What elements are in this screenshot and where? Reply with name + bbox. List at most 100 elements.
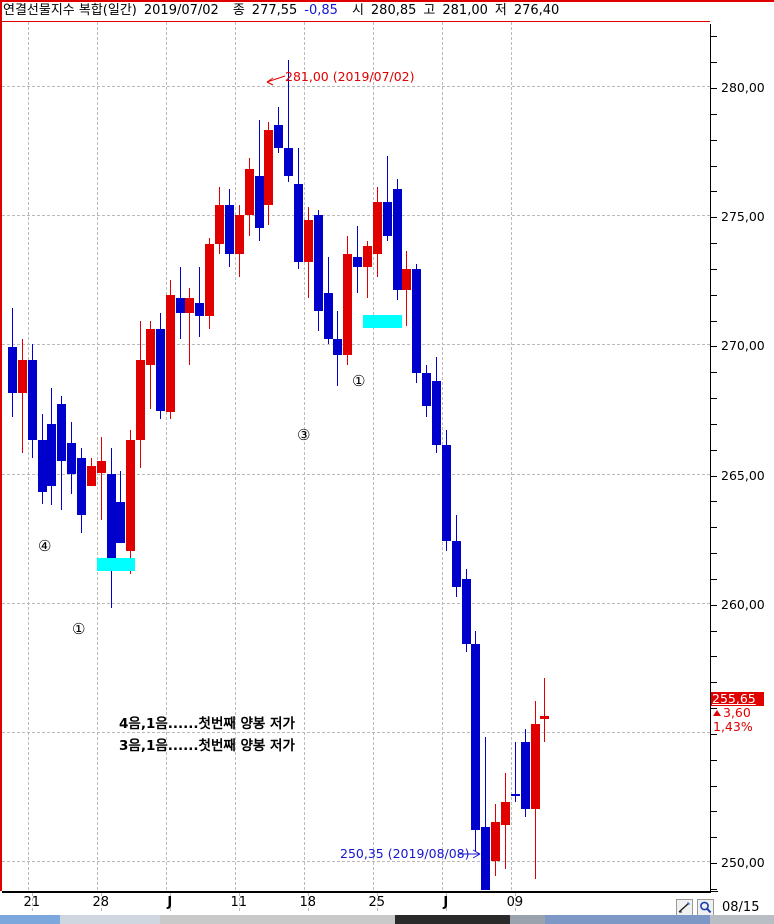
- memo-line-2: 3음,1음......첫번째 양봉 저가: [119, 738, 295, 754]
- candle-body: [116, 501, 126, 544]
- price-axis-label: 275,00: [721, 209, 765, 225]
- current-price-tag: 255,65 3,60 1,43%: [711, 692, 764, 734]
- highlight-band: [362, 315, 402, 329]
- candle-body: [431, 380, 441, 446]
- candle-body: [205, 243, 215, 316]
- price-axis[interactable]: 280,00 275,00 270,00 265,00 260,00 250,00 255…: [710, 0, 774, 893]
- candle-wick: [199, 266, 200, 337]
- horizontal-gridline: [2, 344, 710, 346]
- chart-header: 연결선물지수 복합(일간) 2019/07/02 종 277,55 -0,85 시 280,…: [3, 2, 559, 20]
- price-tick: [710, 424, 717, 425]
- date-axis-label: J: [443, 895, 449, 910]
- candle-body: [175, 297, 185, 314]
- header-date: 2019/07/02: [143, 3, 219, 18]
- price-tick: [710, 553, 717, 554]
- high-value: 281,00: [442, 3, 488, 18]
- price-axis-label: 250,00: [721, 855, 765, 870]
- date-axis[interactable]: 21 28 J 11 18 25 J 09: [0, 893, 774, 915]
- candle-wick: [387, 155, 388, 241]
- candle-body: [86, 465, 96, 487]
- date-tick: [445, 893, 447, 911]
- candle-body: [382, 202, 392, 236]
- taskbar-segment: [395, 915, 510, 924]
- candle-body: [402, 269, 412, 291]
- candle-body: [530, 724, 540, 810]
- candle-body: [441, 445, 451, 541]
- price-tick: [710, 527, 717, 528]
- high-marker-arrow: [266, 75, 286, 86]
- taskbar-segment: [60, 915, 160, 924]
- candle-body: [303, 220, 313, 262]
- candle-wick: [544, 677, 545, 743]
- price-tick: [710, 269, 717, 270]
- date-tick: [514, 893, 516, 911]
- candle-body: [215, 204, 225, 244]
- low-value: 276,40: [513, 3, 560, 18]
- circle-marker-3: ③: [297, 426, 311, 444]
- price-tick: [710, 811, 717, 812]
- price-tick: [710, 140, 717, 141]
- up-triangle-icon: [713, 710, 721, 716]
- draw-tool-button[interactable]: [676, 899, 693, 916]
- candle-body: [146, 328, 156, 365]
- price-tick: [710, 631, 717, 632]
- candle-body: [96, 460, 106, 474]
- candle-body: [234, 215, 244, 254]
- low-label: 저: [494, 3, 507, 18]
- zoom-tool-button[interactable]: [697, 899, 714, 916]
- candle-wick: [485, 737, 486, 890]
- candle-body: [323, 292, 333, 340]
- candle-body: [491, 822, 501, 861]
- candle-body: [126, 439, 136, 551]
- candle-body: [293, 184, 303, 262]
- candle-body: [313, 215, 323, 311]
- taskbar-segment: [510, 915, 545, 924]
- candle-body: [333, 339, 343, 355]
- candle-body: [422, 372, 432, 407]
- candle-body: [165, 295, 175, 412]
- candle-body: [264, 129, 274, 205]
- low-marker-arrow: [459, 849, 481, 859]
- price-tick: [710, 295, 717, 296]
- candle-body: [155, 328, 165, 412]
- date-tick: [100, 893, 102, 911]
- candle-wick: [515, 742, 516, 802]
- horizontal-gridline: [2, 602, 710, 604]
- candle-body: [57, 403, 67, 461]
- vertical-gridline: [372, 22, 374, 890]
- price-axis-line: [710, 24, 711, 893]
- candle-body: [353, 256, 363, 267]
- open-value: 280,85: [370, 3, 417, 18]
- candle-body: [362, 246, 372, 267]
- vertical-gridline: [27, 22, 29, 890]
- taskbar[interactable]: [0, 915, 774, 924]
- price-tick: [710, 36, 717, 37]
- candle-body: [244, 168, 254, 216]
- current-price-value: 255,65: [711, 692, 764, 706]
- candle-body: [106, 473, 116, 564]
- candle-body: [284, 148, 294, 177]
- candle-body: [47, 424, 57, 487]
- date-axis-label: 25: [368, 895, 386, 910]
- price-tick: [710, 656, 717, 657]
- chart-plot-area[interactable]: 281,00 (2019/07/02) 250,35 (2019/08/08) …: [2, 22, 710, 890]
- current-change-value: 3,60: [711, 706, 764, 720]
- candle-body: [471, 644, 481, 830]
- high-price-label: 281,00 (2019/07/02): [285, 69, 415, 84]
- price-tick: [710, 321, 717, 322]
- candle-body: [224, 204, 234, 254]
- candle-body: [540, 716, 550, 719]
- close-value: 277,55: [251, 3, 298, 18]
- change-value: -0,85: [304, 3, 338, 18]
- date-axis-label: 09: [506, 895, 524, 910]
- low-price-label: 250,35 (2019/08/08): [340, 846, 470, 861]
- candle-body: [37, 439, 47, 492]
- candle-body: [185, 297, 195, 314]
- candle-body: [520, 742, 530, 810]
- date-axis-label: 18: [299, 895, 317, 910]
- date-axis-line: [2, 891, 710, 893]
- price-tick: [710, 501, 717, 502]
- close-label: 종: [232, 3, 245, 18]
- vertical-gridline: [165, 22, 167, 890]
